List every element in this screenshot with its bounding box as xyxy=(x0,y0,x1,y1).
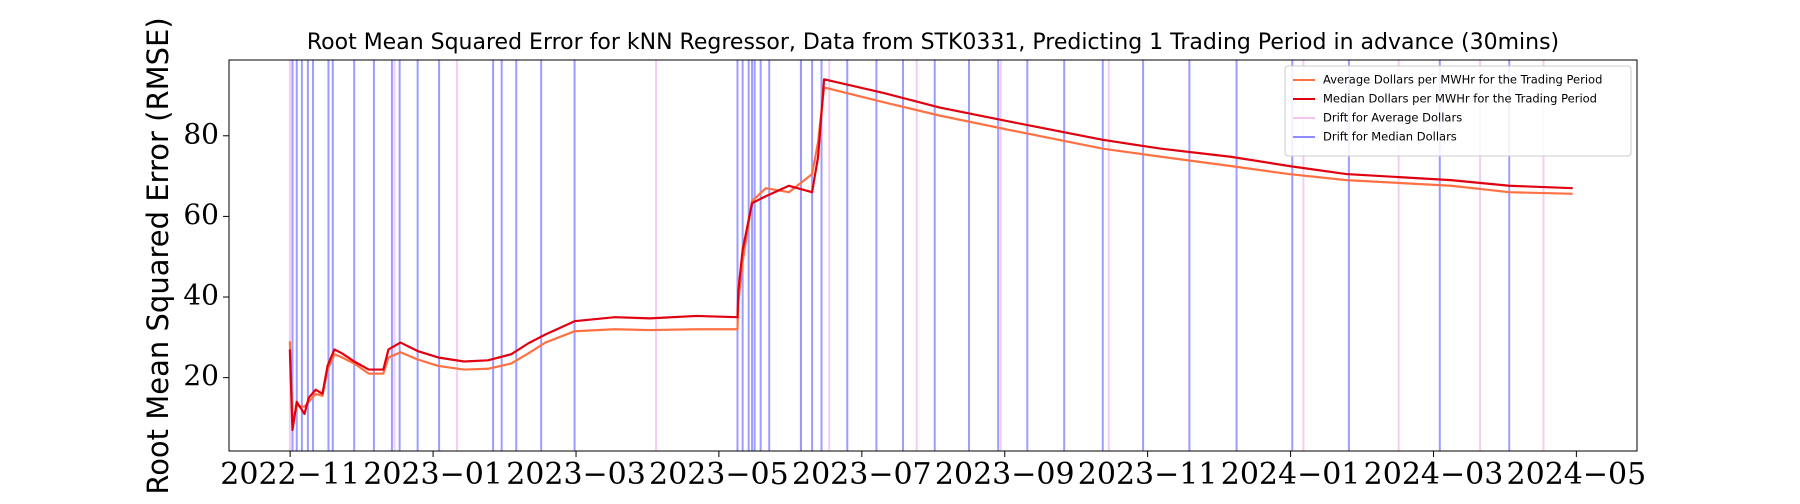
legend-label: Drift for Average Dollars xyxy=(1323,111,1462,125)
x-tick-label: 2023−01 xyxy=(363,457,503,492)
y-tick-label: 80 xyxy=(183,117,219,150)
y-tick-label: 40 xyxy=(183,279,219,312)
x-tick-label: 2023−11 xyxy=(1078,457,1218,492)
chart-title: Root Mean Squared Error for kNN Regresso… xyxy=(307,30,1559,55)
x-tick-label: 2024−05 xyxy=(1507,457,1647,492)
series-line xyxy=(288,86,1573,426)
series-line xyxy=(288,78,1573,432)
x-tick-label: 2024−01 xyxy=(1221,457,1361,492)
legend-label: Drift for Median Dollars xyxy=(1323,130,1457,144)
x-tick-label: 2023−09 xyxy=(935,457,1075,492)
legend-label: Average Dollars per MWHr for the Trading… xyxy=(1323,73,1602,87)
y-tick-label: 60 xyxy=(183,198,219,231)
legend-label: Median Dollars per MWHr for the Trading … xyxy=(1323,92,1597,106)
y-tick-label: 20 xyxy=(183,359,219,392)
x-tick-label: 2023−03 xyxy=(506,457,646,492)
x-tick-label: 2022−11 xyxy=(220,457,360,492)
x-tick-label: 2023−05 xyxy=(649,457,789,492)
x-tick-label: 2024−03 xyxy=(1364,457,1504,492)
axes-frame xyxy=(228,59,1638,452)
legend-box xyxy=(1284,65,1632,157)
y-axis-label: Root Mean Squared Error (RMSE) xyxy=(141,17,175,494)
x-tick-label: 2023−07 xyxy=(792,457,932,492)
